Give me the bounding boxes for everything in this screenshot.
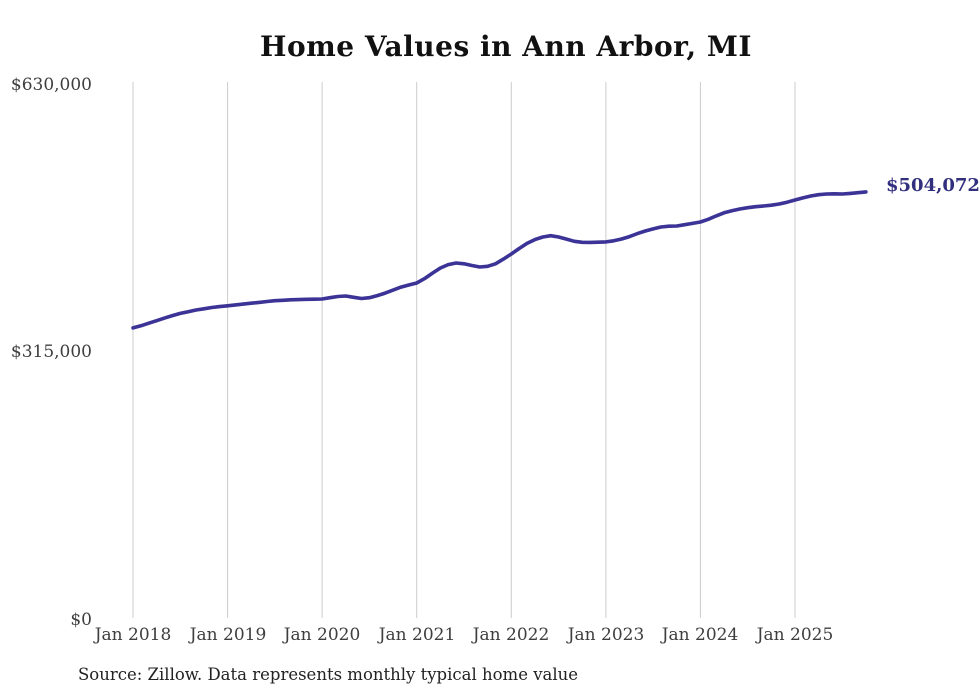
y-axis-tick-0: $0	[70, 610, 92, 630]
chart-title: Home Values in Ann Arbor, MI	[260, 30, 752, 63]
home-value-line-series	[131, 190, 868, 330]
latest-value-label: $504,072	[886, 175, 980, 196]
x-axis-tick-jan-2023: Jan 2023	[567, 625, 645, 645]
x-axis-tick-jan-2024: Jan 2024	[661, 625, 739, 645]
x-axis-tick-jan-2025: Jan 2025	[756, 625, 834, 645]
x-axis-tick-jan-2022: Jan 2022	[472, 625, 550, 645]
x-axis-tick-jan-2020: Jan 2020	[283, 625, 361, 645]
y-axis-tick-315000: $315,000	[10, 342, 92, 362]
source-note: Source: Zillow. Data represents monthly …	[78, 665, 579, 684]
x-axis-tick-jan-2019: Jan 2019	[189, 625, 267, 645]
y-axis-tick-630000: $630,000	[10, 75, 92, 95]
x-axis-tick-jan-2021: Jan 2021	[378, 625, 456, 645]
x-axis-tick-jan-2018: Jan 2018	[94, 625, 172, 645]
